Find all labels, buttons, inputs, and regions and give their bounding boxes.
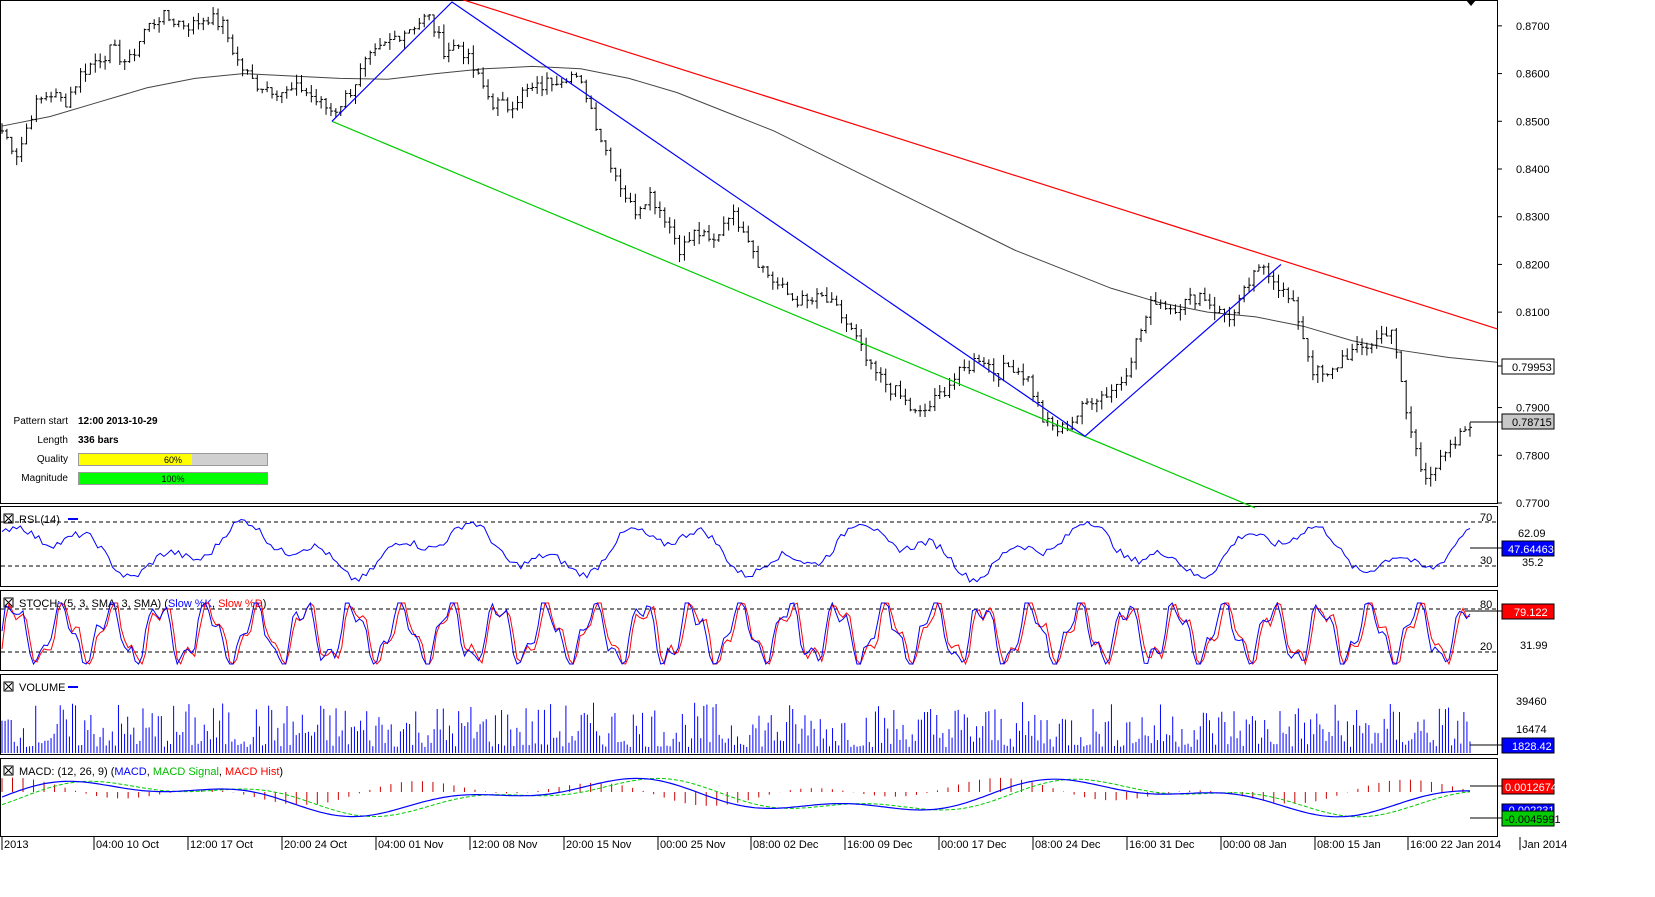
pattern-zigzag-line	[331, 1, 1282, 437]
resistance-trendline	[461, 0, 1498, 330]
price-tick-label: 0.8300	[1516, 212, 1550, 224]
time-tick-label: 16:00 09 Dec	[847, 839, 913, 851]
rsi-level-low-label: 30	[1480, 555, 1492, 567]
pattern-start-label: Pattern start	[13, 416, 68, 427]
rsi-level-high-label: 70	[1480, 512, 1492, 524]
time-tick-label: 16:00 22 Jan 2014	[1410, 839, 1501, 851]
macd-signal-line	[1, 777, 1471, 818]
time-tick-label: 04:00 01 Nov	[378, 839, 444, 851]
price-tick-label: 0.7800	[1516, 450, 1550, 462]
time-tick-label: 08:00 15 Jan	[1317, 839, 1381, 851]
macd-histogram	[1, 777, 1464, 806]
last-price-text: 0.78715	[1512, 417, 1552, 429]
magnitude-value: 100%	[161, 474, 185, 484]
price-axis: 0.8700 0.8600 0.8500 0.8400 0.8300 0.8200 0.81…	[1497, 21, 1550, 510]
stoch-level-high-label: 80	[1480, 599, 1492, 611]
volume-close-x-icon	[4, 682, 13, 691]
time-tick-label: 00:00 08 Jan	[1223, 839, 1287, 851]
pattern-start-value: 12:00 2013-10-29	[78, 416, 158, 427]
ma-price-label: 0.79953	[1497, 358, 1555, 375]
macd-title: MACD: (12, 26, 9) (MACD, MACD Signal, MA…	[19, 766, 283, 778]
rsi-line	[1, 518, 1471, 583]
macd-line	[1, 777, 1470, 818]
volume-bars	[1, 702, 1471, 753]
quality-value: 60%	[163, 455, 182, 465]
volume-current-value: 1828.42	[1512, 741, 1552, 753]
ma-price-text: 0.79953	[1512, 362, 1552, 374]
price-panel: 0.8700 0.8600 0.8500 0.8400 0.8300 0.8200 0.81…	[0, 0, 1555, 510]
rsi-title: RSI (14)	[19, 514, 60, 526]
support-trendline	[331, 120, 1256, 509]
time-tick-label: 00:00 17 Dec	[941, 839, 1007, 851]
time-tick-label: 12:00 17 Oct	[190, 839, 253, 851]
price-tick-label: 0.8700	[1516, 21, 1550, 33]
time-tick-label: 00:00 25 Nov	[660, 839, 726, 851]
price-tick-label: 0.8600	[1516, 69, 1550, 81]
magnitude-label: Magnitude	[21, 473, 68, 484]
time-tick-label: 16:00 31 Dec	[1129, 839, 1195, 851]
magnitude-row: Magnitude 100%	[0, 471, 280, 487]
quality-bar-fill	[79, 454, 192, 465]
quality-label: Quality	[36, 454, 68, 465]
time-tick-label: 08:00 02 Dec	[753, 839, 819, 851]
stoch-level-low-label: 20	[1480, 641, 1492, 653]
time-tick-label: 08:00 24 Dec	[1035, 839, 1101, 851]
stoch-close-x-icon	[4, 598, 13, 607]
length-row: Length 336 bars	[0, 433, 280, 449]
rsi-close-x-icon	[4, 514, 13, 523]
length-label: Length	[37, 435, 68, 446]
stoch-gray-value: 31.99	[1520, 640, 1548, 652]
price-tick-label: 0.7900	[1516, 403, 1550, 415]
quality-row: Quality 60%	[0, 452, 280, 468]
stoch-title: STOCH: (5, 3, SMA, 3, SMA) (Slow %K, Slo…	[19, 598, 266, 610]
macd-panel: MACD: (12, 26, 9) (MACD, MACD Signal, MA…	[1, 765, 1561, 827]
volume-mid-value: 16474	[1516, 724, 1547, 736]
volume-panel: VOLUME 39460 16474 1828.42	[1, 681, 1555, 754]
time-tick-label: Jan 2014	[1522, 839, 1567, 851]
moving-average-line	[1, 65, 1498, 363]
pattern-start-row: Pattern start 12:00 2013-10-29	[0, 414, 280, 430]
volume-title: VOLUME	[19, 682, 65, 694]
time-tick-label: 20:00 24 Oct	[284, 839, 347, 851]
candlestick-series	[0, 7, 1472, 487]
rsi-gray-value: 62.09	[1518, 528, 1546, 540]
panel-frames	[0, 0, 1498, 837]
price-tick-label: 0.7700	[1516, 498, 1550, 510]
rsi-current-value: 47.64463	[1508, 544, 1554, 556]
price-tick-label: 0.8100	[1516, 307, 1550, 319]
volume-high-value: 39460	[1516, 696, 1547, 708]
macd-close-x-icon	[4, 766, 13, 775]
time-tick-label: 2013	[4, 839, 28, 851]
top-marker-icon	[1466, 0, 1476, 6]
rsi-panel: RSI (14) 70 30 62.09 47.64463 35.2	[1, 512, 1555, 583]
time-axis: 2013 04:00 10 Oct 12:00 17 Oct 20:00 24 Oct…	[1, 837, 1567, 851]
time-tick-label: 12:00 08 Nov	[472, 839, 538, 851]
stoch-slow-k-line	[1, 601, 1471, 666]
stoch-current-value: 79.122	[1514, 607, 1548, 619]
time-tick-label: 20:00 15 Nov	[566, 839, 632, 851]
last-price-label: 0.78715	[1470, 413, 1555, 430]
stoch-panel: STOCH: (5, 3, SMA, 3, SMA) (Slow %K, Slo…	[1, 597, 1555, 666]
time-tick-label: 04:00 10 Oct	[96, 839, 159, 851]
price-tick-label: 0.8500	[1516, 116, 1550, 128]
quality-bar: 60%	[78, 453, 268, 466]
stoch-slow-d-line	[1, 602, 1471, 666]
macd-hist-value: 0.0012674	[1505, 782, 1557, 794]
macd-signal-value: -0.0045991	[1505, 814, 1561, 826]
price-tick-label: 0.8400	[1516, 164, 1550, 176]
length-value: 336 bars	[78, 435, 119, 446]
rsi-low-value: 35.2	[1522, 557, 1543, 569]
magnitude-bar-fill	[79, 473, 267, 484]
magnitude-bar: 100%	[78, 472, 268, 485]
price-tick-label: 0.8200	[1516, 259, 1550, 271]
